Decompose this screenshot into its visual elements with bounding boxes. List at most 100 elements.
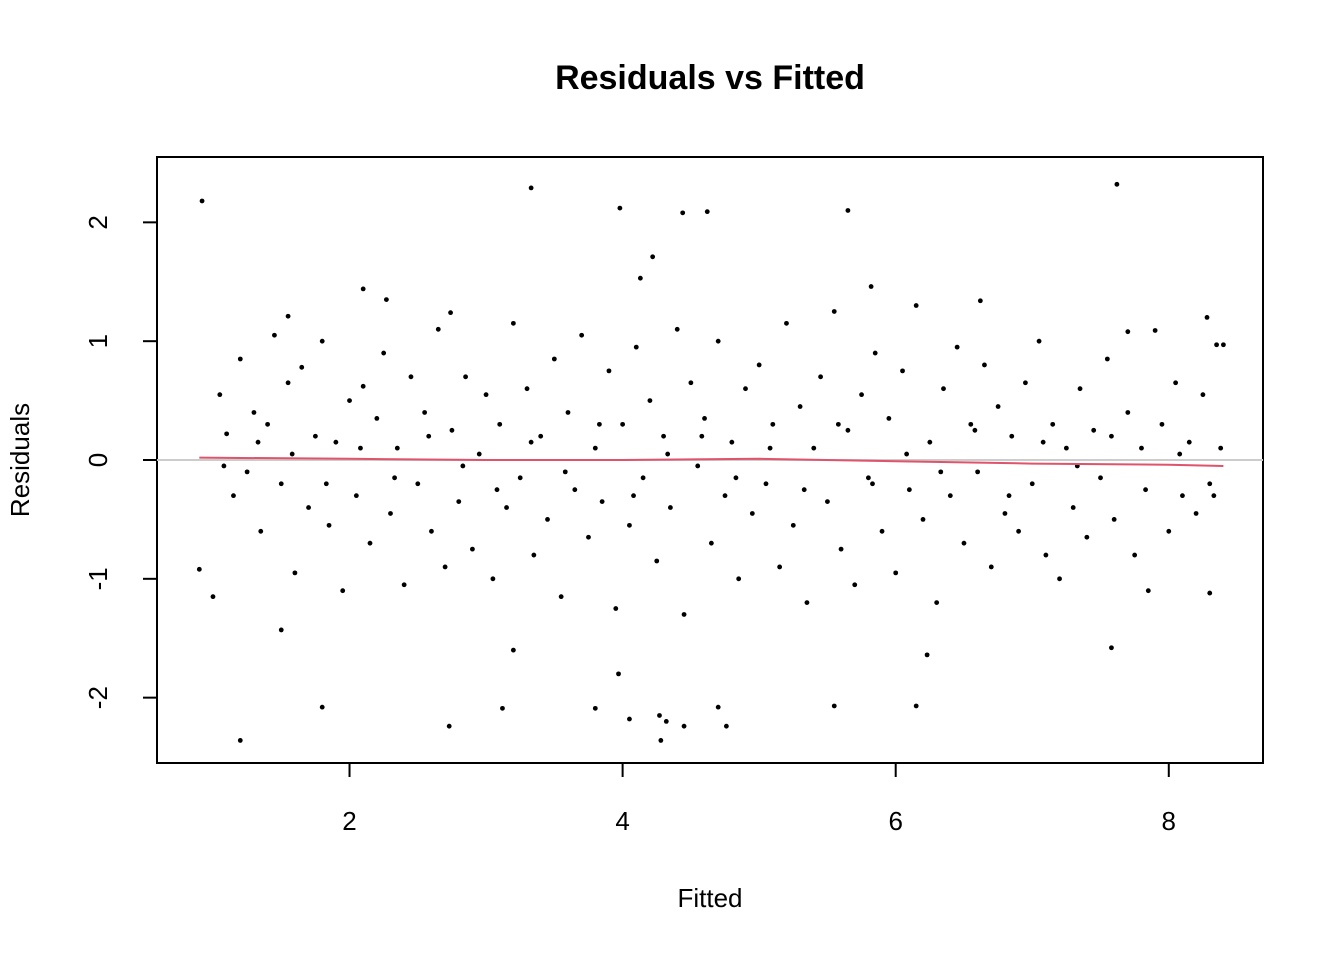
point [278,627,284,633]
point [831,703,837,709]
point [661,433,666,439]
point [825,499,830,504]
point [1145,588,1151,594]
point [448,310,453,316]
point [865,475,871,481]
y-tick-label: 0 [83,453,113,467]
point [886,416,892,421]
point [538,433,544,439]
point [251,410,257,415]
point [736,576,742,582]
point [627,716,632,722]
point [1098,475,1103,481]
point [244,469,250,475]
point [657,713,662,718]
point [449,427,455,433]
point [647,398,653,403]
point [383,297,389,302]
point [680,210,686,216]
point [818,374,823,380]
point [221,463,227,469]
point [1193,511,1199,516]
point [272,332,277,338]
point [893,570,899,576]
point [531,552,537,558]
point [631,493,636,499]
point [743,386,748,392]
point [681,723,687,729]
point [938,469,944,475]
point [904,451,910,457]
point [1125,410,1131,415]
point [470,546,475,552]
point [494,487,500,493]
point [1204,315,1210,320]
point [988,564,994,570]
x-tick-label: 2 [342,806,356,836]
point [1036,338,1042,344]
point [668,505,673,510]
point [1152,328,1158,333]
point [637,275,643,281]
point [1002,511,1008,516]
point [913,703,919,709]
point [597,421,602,427]
point [1016,528,1021,534]
point [292,570,298,576]
point [715,704,721,710]
point [510,647,516,653]
point [1043,552,1049,558]
point [665,451,671,457]
point [426,433,432,439]
point [392,475,397,481]
point [708,540,714,546]
point [845,427,851,433]
y-tick-label: 1 [83,334,113,348]
point [237,356,243,362]
point [616,671,621,677]
point [456,499,462,504]
chart-title: Residuals vs Fitted [555,59,865,97]
point [1050,421,1056,427]
point [859,392,864,398]
point [524,386,530,392]
point [831,309,837,314]
point [285,380,291,386]
point [767,445,773,451]
point [592,445,598,451]
point [572,487,578,493]
point [681,612,687,617]
point [927,439,933,445]
point [845,208,851,213]
x-tick-label: 4 [615,806,629,836]
point [763,481,769,487]
point [463,374,468,380]
point [490,576,496,582]
point [777,564,783,570]
point [704,209,710,215]
point [388,511,393,516]
point [599,499,605,504]
point [801,487,807,493]
point [968,421,974,427]
point [640,475,646,481]
point [565,410,571,415]
point [1211,493,1217,499]
point [592,705,598,711]
point [733,475,739,481]
point [1177,451,1183,457]
point [1132,552,1138,558]
point [429,528,434,534]
point [562,469,568,475]
point [749,511,755,516]
point [289,451,295,457]
point [504,505,509,510]
point [900,368,905,374]
point [1166,528,1172,534]
point [285,313,291,319]
point [633,344,639,350]
point [1109,433,1114,439]
x-tick-label: 8 [1162,806,1176,836]
point [1139,445,1144,451]
